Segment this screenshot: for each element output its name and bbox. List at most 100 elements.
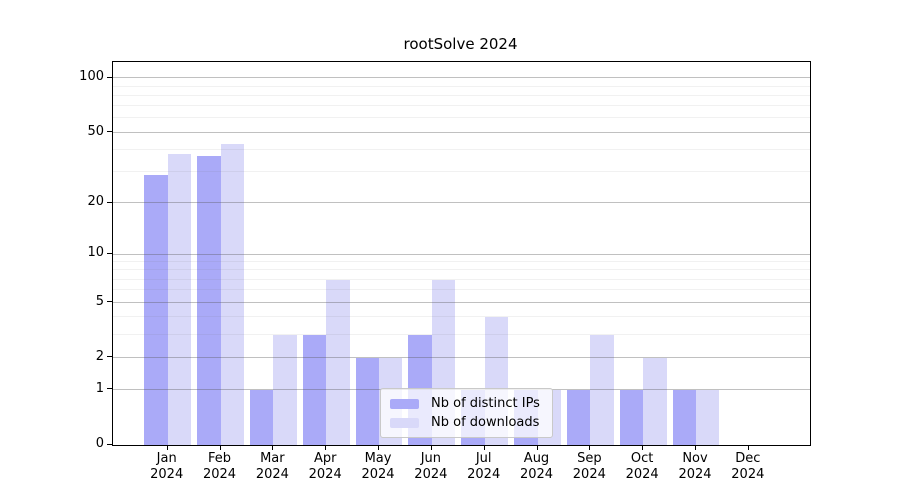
y-tick-mark xyxy=(107,131,112,133)
gridline-minor xyxy=(113,261,810,263)
x-label-month: Jun xyxy=(420,451,441,466)
x-label-month: Mar xyxy=(260,451,285,466)
legend-swatch-downloads xyxy=(390,417,419,428)
x-tick-mark xyxy=(219,445,221,450)
legend-swatch-distinct-ips xyxy=(390,398,419,409)
y-tick-label: 50 xyxy=(87,123,104,139)
x-label-month: Apr xyxy=(313,451,337,466)
x-label-sep: Sep 2024 xyxy=(557,451,621,483)
gridline-minor xyxy=(113,171,810,173)
plot-area: Nb of distinct IPs Nb of downloads xyxy=(112,61,811,446)
bar-downloads-oct xyxy=(643,357,667,445)
x-label-oct: Oct 2024 xyxy=(610,451,674,483)
x-label-year: 2024 xyxy=(202,467,237,482)
y-tick-mark xyxy=(107,388,112,390)
gridline-minor xyxy=(113,289,810,291)
gridline-minor xyxy=(113,316,810,318)
x-label-year: 2024 xyxy=(678,467,712,482)
gridline-major xyxy=(113,301,810,303)
bar-downloads-sep xyxy=(590,334,614,445)
y-tick-label: 5 xyxy=(95,293,104,309)
gridline-minor xyxy=(113,148,810,150)
x-label-month: Dec xyxy=(735,451,761,466)
x-tick-mark xyxy=(166,445,168,450)
x-label-year: 2024 xyxy=(150,467,184,482)
x-label-year: 2024 xyxy=(255,467,289,482)
bar-downloads-mar xyxy=(273,334,297,445)
y-tick-mark xyxy=(107,201,112,203)
bar-downloads-jan xyxy=(167,153,192,445)
gridline-major xyxy=(113,253,810,255)
gridline-minor xyxy=(113,278,810,280)
bar-distinct-ips-nov xyxy=(672,389,696,445)
x-label-jul: Jul 2024 xyxy=(452,451,516,483)
x-tick-mark xyxy=(325,445,327,450)
x-tick-mark xyxy=(378,445,380,450)
x-label-year: 2024 xyxy=(625,467,659,482)
x-tick-mark xyxy=(589,445,591,450)
x-label-month: Jan xyxy=(156,451,177,466)
y-tick-mark xyxy=(107,443,112,445)
x-tick-mark xyxy=(695,445,696,450)
gridline-minor xyxy=(113,269,810,271)
x-label-year: 2024 xyxy=(519,467,554,482)
y-tick-mark xyxy=(107,252,112,254)
gridline-major xyxy=(113,202,810,204)
bar-downloads-feb xyxy=(220,144,244,445)
x-label-nov: Nov 2024 xyxy=(663,451,727,483)
legend-item-distinct-ips: Nb of distinct IPs xyxy=(390,394,540,413)
x-label-aug: Aug 2024 xyxy=(505,451,569,483)
bar-downloads-apr xyxy=(326,279,350,445)
x-label-month: May xyxy=(364,451,392,466)
gridline-minor xyxy=(113,117,810,119)
x-tick-mark xyxy=(536,445,538,450)
bar-distinct-ips-mar xyxy=(249,389,274,445)
x-label-month: Sep xyxy=(577,451,602,466)
gridline-minor xyxy=(113,105,810,107)
y-tick-label: 100 xyxy=(79,69,104,85)
y-tick-label: 2 xyxy=(95,348,104,364)
gridline-minor xyxy=(113,85,810,87)
y-tick-label: 10 xyxy=(87,245,104,261)
legend-label-downloads: Nb of downloads xyxy=(431,415,540,430)
x-tick-mark xyxy=(747,445,749,450)
bar-distinct-ips-apr xyxy=(302,334,327,445)
x-label-apr: Apr 2024 xyxy=(293,451,357,483)
x-label-feb: Feb 2024 xyxy=(188,451,252,483)
legend: Nb of distinct IPs Nb of downloads xyxy=(380,388,553,438)
gridline-minor xyxy=(113,333,810,335)
x-label-year: 2024 xyxy=(308,467,342,482)
y-tick-mark xyxy=(107,356,112,358)
x-label-year: 2024 xyxy=(731,467,765,482)
y-tick-mark xyxy=(107,301,112,303)
x-label-mar: Mar 2024 xyxy=(240,451,304,483)
gridline-minor xyxy=(113,94,810,96)
bar-distinct-ips-may xyxy=(355,357,379,445)
bar-distinct-ips-sep xyxy=(566,389,591,445)
gridline-major xyxy=(113,77,810,79)
x-label-jan: Jan 2024 xyxy=(135,451,199,483)
x-label-year: 2024 xyxy=(414,467,448,482)
x-tick-mark xyxy=(483,445,485,450)
x-label-month: Jul xyxy=(475,451,492,466)
bar-distinct-ips-oct xyxy=(619,389,644,445)
bar-distinct-ips-feb xyxy=(197,156,221,445)
x-label-jun: Jun 2024 xyxy=(399,451,463,483)
x-label-year: 2024 xyxy=(361,467,395,482)
gridline-major xyxy=(113,131,810,133)
x-label-month: Feb xyxy=(208,451,232,466)
x-label-month: Nov xyxy=(682,451,708,466)
chart-title: rootSolve 2024 xyxy=(403,35,518,53)
x-tick-mark xyxy=(430,445,432,450)
x-label-may: May 2024 xyxy=(346,451,410,483)
y-tick-label: 0 xyxy=(95,436,104,451)
bar-downloads-nov xyxy=(696,389,720,445)
x-label-year: 2024 xyxy=(467,467,501,482)
y-tick-label: 1 xyxy=(95,380,104,396)
legend-item-downloads: Nb of downloads xyxy=(390,413,540,432)
x-label-month: Aug xyxy=(523,451,550,466)
y-tick-mark xyxy=(107,76,112,78)
legend-label-distinct-ips: Nb of distinct IPs xyxy=(431,396,540,411)
x-tick-mark xyxy=(642,445,644,450)
